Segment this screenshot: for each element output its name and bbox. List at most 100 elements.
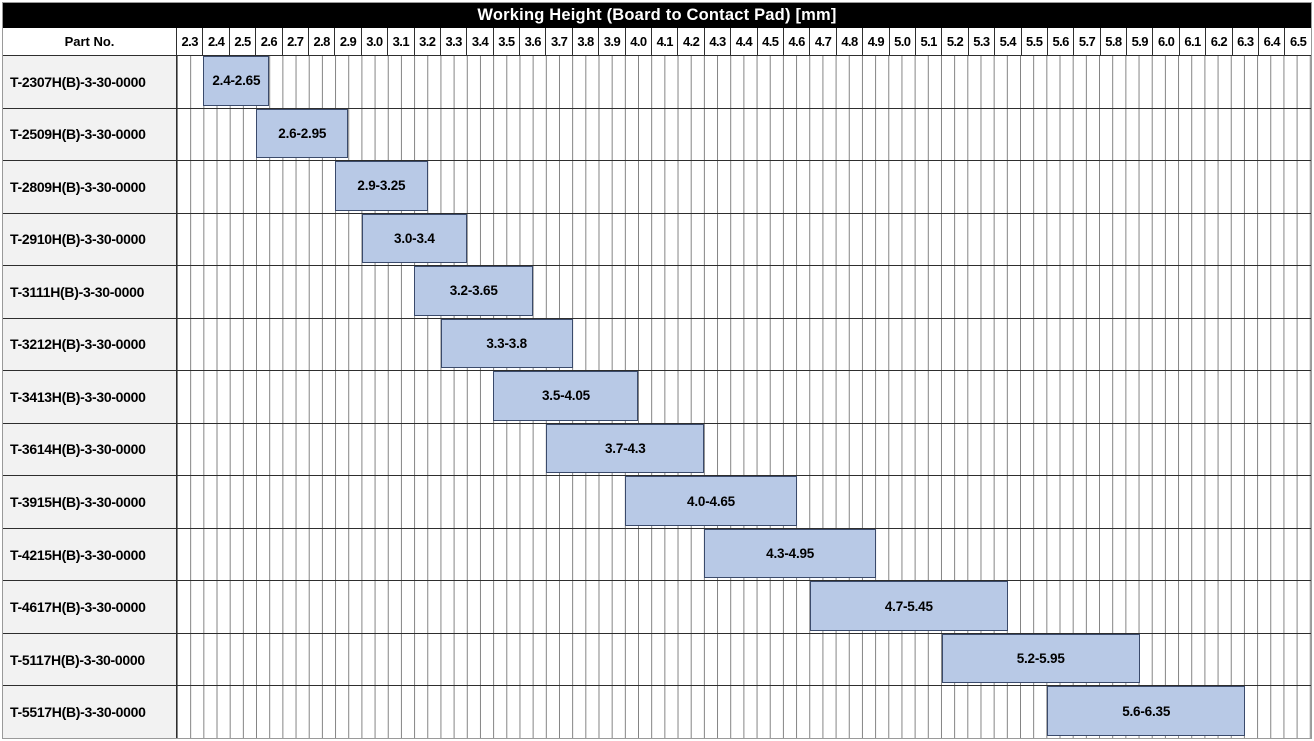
range-bar: 5.2-5.95 [941,633,1140,684]
axis-tick-label: 3.6 [519,28,545,55]
range-bar: 4.3-4.95 [704,528,876,579]
row-grid: 5.6-6.35 [177,686,1311,738]
axis-tick-label: 5.0 [888,28,915,55]
axis-tick-row: 2.3 2.4 2.5 2.6 2.7 2.8 2.9 3.0 3.1 3.2 3.3 3.4 3.5 3… [177,28,1311,55]
table-row: T-2307H(B)-3-30-0000 2.4-2.65 [3,55,1311,108]
axis-tick-label: 3.9 [598,28,624,55]
axis-tick-label: 3.8 [571,28,598,55]
row-grid: 3.0-3.4 [177,213,1311,266]
table-row: T-4617H(B)-3-30-0000 4.7-5.45 [3,580,1311,633]
table-row: T-3111H(B)-3-30-0000 3.2-3.65 [3,265,1311,318]
axis-tick-label: 5.5 [1020,28,1047,55]
part-number-label: T-3413H(B)-3-30-0000 [3,371,177,423]
range-bar: 5.6-6.35 [1047,686,1246,736]
range-label: 3.2-3.65 [449,283,498,299]
axis-tick-label: 6.0 [1152,28,1178,55]
table-row: T-5117H(B)-3-30-0000 5.2-5.95 [3,632,1311,686]
part-number-label: T-2509H(B)-3-30-0000 [3,108,177,161]
axis-tick-label: 3.0 [360,28,387,55]
axis-tick-label: 4.7 [809,28,835,55]
table-row: T-3614H(B)-3-30-0000 3.7-4.3 [3,422,1311,476]
axis-tick-label: 2.4 [202,28,228,55]
range-label: 2.4-2.65 [212,73,261,89]
row-grid: 3.5-4.05 [177,371,1311,423]
part-number-label: T-2307H(B)-3-30-0000 [3,56,177,108]
part-number-label: T-2910H(B)-3-30-0000 [3,213,177,266]
range-bar: 3.7-4.3 [546,423,705,474]
axis-tick-label: 3.1 [387,28,413,55]
chart-body: T-2307H(B)-3-30-0000 2.4-2.65 T-2509H(B)-3… [3,55,1311,738]
axis-tick-label: 6.4 [1258,28,1284,55]
range-bar: 4.0-4.65 [625,476,797,526]
range-label: 3.3-3.8 [486,335,527,351]
part-number-label: T-3614H(B)-3-30-0000 [3,423,177,476]
axis-tick-label: 5.7 [1073,28,1099,55]
axis-tick-label: 6.3 [1231,28,1258,55]
axis-tick-label: 2.8 [307,28,334,55]
range-bar: 3.0-3.4 [361,213,468,264]
table-row: T-2809H(B)-3-30-0000 2.9-3.25 [3,160,1311,213]
range-bar: 4.7-5.45 [809,581,1008,631]
part-no-column-header: Part No. [3,28,177,55]
range-bar: 3.2-3.65 [414,266,534,316]
axis-tick-label: 5.9 [1126,28,1152,55]
row-grid: 2.9-3.25 [177,161,1311,213]
axis-header-row: Part No. 2.3 2.4 2.5 2.6 2.7 2.8 2.9 3.0 3.1 3.2 3… [3,28,1311,55]
axis-tick-label: 4.3 [703,28,730,55]
range-bar: 2.9-3.25 [335,161,428,211]
range-bar: 3.3-3.8 [440,318,573,369]
table-row: T-2910H(B)-3-30-0000 3.0-3.4 [3,212,1311,266]
axis-tick-label: 5.2 [941,28,967,55]
row-grid: 4.0-4.65 [177,476,1311,528]
range-label: 5.2-5.95 [1016,651,1065,667]
range-label: 4.7-5.45 [884,598,933,614]
part-number-label: T-2809H(B)-3-30-0000 [3,161,177,213]
axis-tick-label: 5.4 [994,28,1020,55]
row-grid: 3.7-4.3 [177,423,1311,476]
part-number-label: T-5517H(B)-3-30-0000 [3,686,177,738]
part-number-label: T-4617H(B)-3-30-0000 [3,581,177,633]
axis-tick-label: 5.6 [1046,28,1073,55]
axis-tick-label: 4.4 [730,28,756,55]
range-label: 3.5-4.05 [542,388,590,404]
chart-title: Working Height (Board to Contact Pad) [m… [3,3,1311,28]
part-number-label: T-3212H(B)-3-30-0000 [3,318,177,371]
range-label: 2.9-3.25 [357,178,406,194]
range-label: 3.7-4.3 [604,440,646,456]
range-label: 2.6-2.95 [278,125,327,141]
axis-tick-label: 4.6 [782,28,809,55]
range-bar: 2.4-2.65 [203,56,270,106]
axis-tick-label: 3.2 [413,28,440,55]
part-number-label: T-3111H(B)-3-30-0000 [3,266,177,318]
axis-tick-label: 3.7 [545,28,571,55]
row-grid: 3.2-3.65 [177,266,1311,318]
table-row: T-3915H(B)-3-30-0000 4.0-4.65 [3,475,1311,528]
axis-tick-label: 2.6 [255,28,281,55]
axis-tick-label: 3.3 [439,28,466,55]
part-number-label: T-4215H(B)-3-30-0000 [3,528,177,581]
axis-tick-label: 4.1 [651,28,677,55]
axis-tick-label: 2.9 [334,28,360,55]
axis-tick-label: 4.9 [862,28,888,55]
axis-tick-label: 2.5 [228,28,255,55]
part-number-label: T-5117H(B)-3-30-0000 [3,633,177,686]
row-grid: 5.2-5.95 [177,633,1311,686]
table-row: T-3212H(B)-3-30-0000 3.3-3.8 [3,317,1311,371]
table-row: T-2509H(B)-3-30-0000 2.6-2.95 [3,107,1311,161]
axis-tick-label: 5.1 [914,28,941,55]
row-grid: 2.4-2.65 [177,56,1311,108]
axis-tick-label: 6.5 [1284,28,1310,55]
table-row: T-3413H(B)-3-30-0000 3.5-4.05 [3,370,1311,423]
axis-tick-label: 4.8 [835,28,862,55]
axis-tick-label: 4.5 [756,28,783,55]
axis-tick-label: 6.2 [1205,28,1231,55]
axis-tick-label: 2.3 [181,34,199,49]
range-label: 5.6-6.35 [1122,703,1171,719]
table-row: T-5517H(B)-3-30-0000 5.6-6.35 [3,685,1311,738]
range-label: 3.0-3.4 [394,230,435,246]
row-grid: 3.3-3.8 [177,318,1311,371]
axis-tick-label: 3.5 [492,28,519,55]
axis-tick-label: 6.1 [1178,28,1205,55]
range-bar: 3.5-4.05 [493,371,639,421]
row-grid: 4.3-4.95 [177,528,1311,581]
